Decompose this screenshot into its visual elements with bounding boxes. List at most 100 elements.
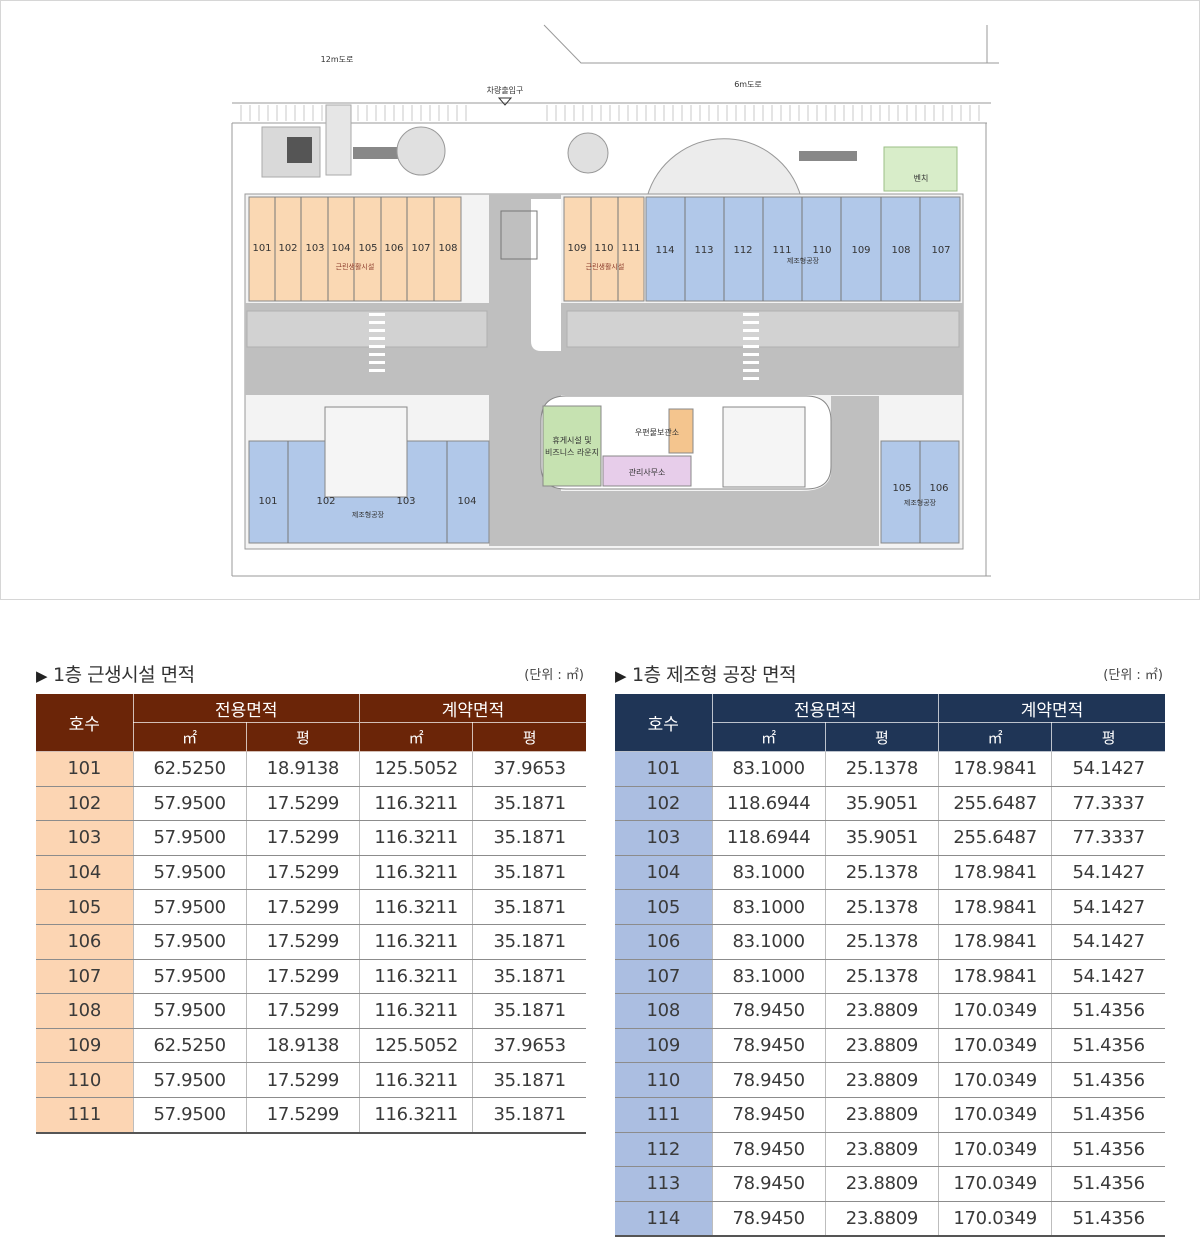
contract-pyeong-cell: 35.1871	[472, 993, 586, 1029]
unit-number-label: 108	[891, 245, 910, 256]
unit-number-label: 106	[929, 483, 948, 494]
contract-m2-cell: 255.6487	[937, 786, 1052, 822]
table-row: 107 83.1000 25.1378 178.9841 54.1427	[615, 959, 1165, 995]
table-row: 113 78.9450 23.8809 170.0349 51.4356	[615, 1166, 1165, 1202]
contract-m2-cell: 116.3211	[358, 1062, 473, 1098]
bench-area	[883, 146, 958, 192]
floor-plan-drawing: 벤치 101 10	[231, 24, 999, 577]
exclusive-pyeong-cell: 35.9051	[824, 786, 939, 822]
header-exclusive-area: 전용면적	[132, 694, 360, 723]
unit-number-label: 111	[772, 245, 791, 256]
table-row: 108 78.9450 23.8809 170.0349 51.4356	[615, 993, 1165, 1029]
table-row: 107 57.9500 17.5299 116.3211 35.1871	[36, 959, 586, 995]
contract-m2-cell: 116.3211	[358, 1097, 473, 1134]
unit-number-label: 105	[892, 483, 911, 494]
retail-unit-note: (단위 : ㎡)	[524, 668, 584, 683]
exclusive-pyeong-cell: 25.1378	[824, 855, 939, 891]
unit-no-cell: 102	[36, 786, 133, 822]
unit-no-cell: 105	[615, 889, 712, 925]
exclusive-m2-cell: 78.9450	[711, 1028, 826, 1064]
unit-no-cell: 113	[615, 1166, 712, 1202]
contract-m2-cell: 170.0349	[937, 1201, 1052, 1237]
retail-area-table: 호수 전용면적 계약면적 ㎡ 평 ㎡ 평 101 62.5250 18.9138 12…	[36, 694, 586, 1134]
exclusive-m2-cell: 57.9500	[132, 993, 247, 1029]
table-row: 114 78.9450 23.8809 170.0349 51.4356	[615, 1201, 1165, 1237]
factory-table-title: ▶ 1층 제조형 공장 면적	[615, 660, 797, 687]
table-row: 101 62.5250 18.9138 125.5052 37.9653	[36, 751, 586, 787]
unit-number-label: 102	[316, 496, 335, 507]
contract-pyeong-cell: 37.9653	[472, 1028, 586, 1064]
contract-pyeong-cell: 51.4356	[1051, 1166, 1165, 1202]
contract-pyeong-cell: 35.1871	[472, 924, 586, 960]
contract-pyeong-cell: 54.1427	[1051, 889, 1165, 925]
exclusive-m2-cell: 57.9500	[132, 855, 247, 891]
contract-m2-cell: 116.3211	[358, 786, 473, 822]
unit-number-label: 112	[733, 245, 752, 256]
contract-pyeong-cell: 51.4356	[1051, 1028, 1165, 1064]
unit-no-cell: 104	[36, 855, 133, 891]
road-12m-label: 12m도로	[321, 55, 354, 64]
contract-pyeong-cell: 35.1871	[472, 889, 586, 925]
lounge-label-1: 휴게시설 및	[552, 435, 591, 445]
core-right	[722, 406, 806, 488]
table-row: 102 118.6944 35.9051 255.6487 77.3337	[615, 786, 1165, 822]
table-row: 106 83.1000 25.1378 178.9841 54.1427	[615, 924, 1165, 960]
exclusive-m2-cell: 78.9450	[711, 1097, 826, 1133]
contract-m2-cell: 170.0349	[937, 1028, 1052, 1064]
exclusive-m2-cell: 57.9500	[132, 1062, 247, 1098]
header-exclusive-pyeong: 평	[245, 722, 360, 752]
exclusive-m2-cell: 83.1000	[711, 959, 826, 995]
exclusive-pyeong-cell: 25.1378	[824, 751, 939, 787]
header-exclusive-area: 전용면적	[711, 694, 939, 723]
contract-pyeong-cell: 54.1427	[1051, 924, 1165, 960]
exclusive-pyeong-cell: 25.1378	[824, 889, 939, 925]
factory-table-body: 101 83.1000 25.1378 178.9841 54.1427 102 118.6…	[615, 751, 1165, 1237]
exclusive-pyeong-cell: 17.5299	[245, 1062, 360, 1098]
unit-no-cell: 109	[615, 1028, 712, 1064]
exclusive-pyeong-cell: 17.5299	[245, 855, 360, 891]
table-row: 106 57.9500 17.5299 116.3211 35.1871	[36, 924, 586, 960]
header-contract-m2: ㎡	[358, 722, 473, 752]
triangle-bullet-icon: ▶	[36, 667, 48, 685]
header-unit-no: 호수	[615, 694, 712, 752]
header-exclusive-m2: ㎡	[132, 722, 247, 752]
table-row: 103 57.9500 17.5299 116.3211 35.1871	[36, 820, 586, 856]
contract-pyeong-cell: 54.1427	[1051, 751, 1165, 787]
plaza-bench-right	[799, 151, 857, 161]
contract-pyeong-cell: 51.4356	[1051, 1097, 1165, 1133]
unit-number-label: 107	[931, 245, 950, 256]
unit-number-label: 101	[258, 496, 277, 507]
exclusive-m2-cell: 118.6944	[711, 786, 826, 822]
core-left	[324, 406, 408, 498]
contract-pyeong-cell: 51.4356	[1051, 993, 1165, 1029]
road-6m-label: 6m도로	[734, 80, 762, 89]
contract-m2-cell: 116.3211	[358, 820, 473, 856]
contract-m2-cell: 116.3211	[358, 924, 473, 960]
contract-m2-cell: 116.3211	[358, 959, 473, 995]
contract-pyeong-cell: 54.1427	[1051, 959, 1165, 995]
plaza-path	[325, 104, 352, 176]
vehicle-entrance-label: 차량출입구	[487, 85, 524, 95]
exclusive-m2-cell: 57.9500	[132, 924, 247, 960]
exclusive-pyeong-cell: 17.5299	[245, 993, 360, 1029]
exclusive-pyeong-cell: 23.8809	[824, 1166, 939, 1202]
contract-m2-cell: 170.0349	[937, 1062, 1052, 1098]
exclusive-m2-cell: 57.9500	[132, 959, 247, 995]
retail-title-text: 1층 근생시설 면적	[53, 664, 195, 686]
table-row: 109 62.5250 18.9138 125.5052 37.9653	[36, 1028, 586, 1064]
contract-m2-cell: 255.6487	[937, 820, 1052, 856]
parking-stalls-right	[566, 310, 960, 348]
contract-pyeong-cell: 37.9653	[472, 751, 586, 787]
exclusive-m2-cell: 78.9450	[711, 1062, 826, 1098]
header-contract-m2: ㎡	[937, 722, 1052, 752]
sidewalk-hatch	[240, 105, 980, 121]
exclusive-pyeong-cell: 17.5299	[245, 820, 360, 856]
unit-no-cell: 111	[36, 1097, 133, 1134]
exclusive-pyeong-cell: 25.1378	[824, 959, 939, 995]
contract-m2-cell: 170.0349	[937, 993, 1052, 1029]
contract-m2-cell: 178.9841	[937, 889, 1052, 925]
unit-no-cell: 104	[615, 855, 712, 891]
unit-no-cell: 107	[615, 959, 712, 995]
exclusive-pyeong-cell: 18.9138	[245, 751, 360, 787]
unit-number-label: 111	[621, 243, 640, 254]
